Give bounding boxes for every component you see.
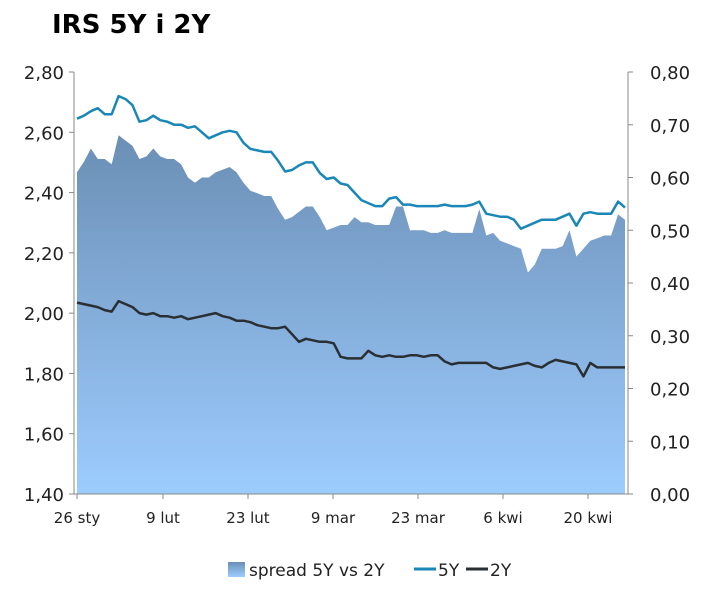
y-left-tick-label: 2,40	[24, 184, 64, 205]
y-right-tick-label: 0,50	[650, 221, 690, 242]
y-left-tick-label: 1,40	[24, 485, 64, 506]
x-tick-label: 23 mar	[391, 509, 446, 527]
y-left-tick-label: 1,60	[24, 425, 64, 446]
chart-title: IRS 5Y i 2Y	[52, 10, 211, 40]
y-right-tick-label: 0,80	[650, 63, 690, 84]
legend-label-spread: spread 5Y vs 2Y	[249, 561, 385, 581]
y-left-tick-label: 2,00	[24, 304, 64, 325]
y-right-tick-label: 0,00	[650, 485, 690, 506]
y-right-tick-label: 0,30	[650, 327, 690, 348]
series-spread-area	[77, 135, 625, 495]
y-left-tick-label: 2,80	[24, 63, 64, 84]
y-left-tick-label: 1,80	[24, 364, 64, 385]
x-tick-label: 9 lut	[146, 509, 180, 527]
legend-swatch-spread	[228, 562, 245, 577]
y-right-tick-label: 0,70	[650, 116, 690, 137]
y-right-tick-label: 0,10	[650, 432, 690, 453]
y-right-tick-label: 0,40	[650, 274, 690, 295]
x-tick-label: 20 kwi	[564, 509, 613, 527]
x-tick-label: 26 sty	[54, 509, 101, 527]
series-line-2y	[76, 299, 625, 378]
x-tick-label: 9 mar	[311, 509, 356, 527]
y-right-tick-label: 0,20	[650, 380, 690, 401]
legend-label-5y: 5Y	[438, 561, 460, 581]
y-left-tick-label: 2,20	[24, 244, 64, 265]
legend-label-2y: 2Y	[490, 561, 512, 581]
x-tick-label: 6 kwi	[483, 509, 522, 527]
x-tick-label: 23 lut	[226, 509, 270, 527]
series-line-5y	[76, 94, 626, 230]
y-left-tick-label: 2,60	[24, 123, 64, 144]
y-right-tick-label: 0,60	[650, 169, 690, 190]
